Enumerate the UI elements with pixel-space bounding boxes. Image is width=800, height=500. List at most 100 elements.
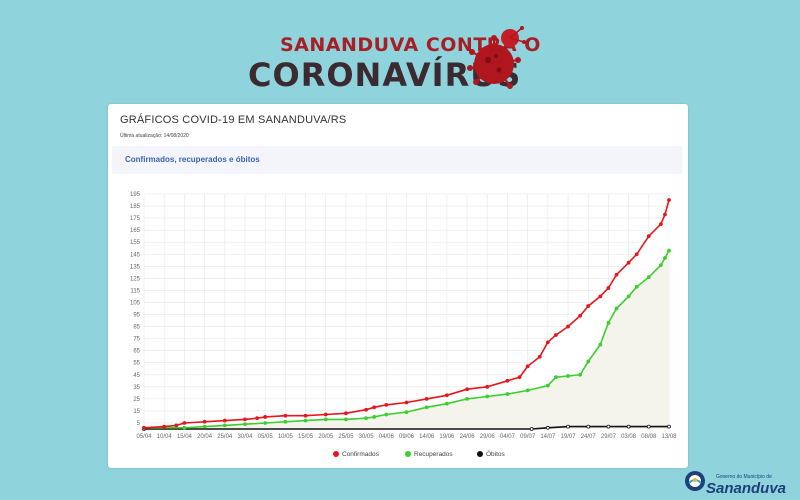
recuperados-point xyxy=(586,359,591,364)
confirmados-point xyxy=(263,415,268,419)
recuperados-point xyxy=(566,374,570,378)
recuperados-point xyxy=(444,401,449,406)
recuperados-point xyxy=(614,306,619,311)
y-tick-label: 85 xyxy=(133,325,140,331)
logo-name: Sananduva xyxy=(706,480,787,497)
y-tick-label: 25 xyxy=(133,397,140,403)
y-axis-ticks: 5 15 25 35 45 55 65 75 85 95 105 115 125 135 145 155 165… xyxy=(130,192,141,427)
recuperados-point xyxy=(505,392,510,396)
x-tick-label: 10/04 xyxy=(157,434,173,440)
legend-swatch xyxy=(333,451,339,457)
x-tick-label: 05/05 xyxy=(258,434,274,440)
confirmados-point xyxy=(222,418,227,423)
obitos-point xyxy=(545,425,550,430)
confirmados-point xyxy=(303,413,308,418)
confirmados-point xyxy=(255,416,259,421)
y-tick-label: 65 xyxy=(133,349,140,355)
logo-subtitle: Governo do Município de xyxy=(716,474,772,480)
confirmados-point xyxy=(606,286,611,290)
x-tick-label: 20/05 xyxy=(318,434,334,440)
confirmados-point xyxy=(485,384,490,389)
recuperados-point xyxy=(634,284,639,289)
y-tick-label: 165 xyxy=(130,228,141,234)
confirmados-point xyxy=(424,396,429,401)
x-tick-label: 29/07 xyxy=(601,434,617,440)
confirmados-point xyxy=(659,222,663,227)
recuperados-point xyxy=(545,383,550,388)
confirmados-point xyxy=(323,412,328,417)
recuperados-point xyxy=(202,424,207,429)
confirmados-point xyxy=(554,333,558,337)
confirmados-point xyxy=(634,252,639,257)
confirmados-point xyxy=(243,417,247,422)
x-tick-label: 10/05 xyxy=(278,434,294,440)
recuperados-point xyxy=(578,372,583,377)
recuperados-point xyxy=(606,321,611,325)
x-tick-label: 09/07 xyxy=(520,434,536,440)
recuperados-point xyxy=(424,405,429,410)
x-tick-label: 19/07 xyxy=(561,434,577,440)
x-tick-label: 09/06 xyxy=(399,434,415,440)
x-tick-label: 03/08 xyxy=(621,434,637,440)
recuperados-point xyxy=(323,417,328,422)
recuperados-point xyxy=(222,423,227,428)
legend-label: Recuperados xyxy=(414,451,453,458)
obitos-point xyxy=(529,427,534,431)
x-tick-label: 13/08 xyxy=(661,434,677,440)
banner-line1: SANANDUVA CONTRA O xyxy=(280,34,541,56)
confirmados-point xyxy=(537,354,542,359)
chart-subtitle: Confirmados, recuperados e óbitos xyxy=(125,155,260,164)
chart-area-fills xyxy=(144,200,669,429)
card-title: GRÁFICOS COVID-19 EM SANANDUVA/RS xyxy=(120,114,347,126)
x-tick-label: 08/08 xyxy=(641,434,657,440)
recuperados-point xyxy=(372,415,377,419)
y-tick-label: 135 xyxy=(130,264,141,270)
y-tick-label: 155 xyxy=(130,240,141,246)
y-tick-label: 105 xyxy=(130,300,141,306)
confirmados-point xyxy=(598,294,603,299)
recuperados-point xyxy=(364,416,369,421)
obitos-point xyxy=(626,424,631,429)
x-tick-label: 30/05 xyxy=(359,434,375,440)
obitos-point xyxy=(667,424,671,429)
confirmados-point xyxy=(465,387,469,392)
recuperados-point xyxy=(667,248,671,253)
last-updated-text: Última atualização: 14/08/2020 xyxy=(120,133,189,139)
confirmados-point xyxy=(444,393,449,398)
y-tick-label: 15 xyxy=(133,409,140,415)
confirmados-point xyxy=(344,411,348,416)
y-tick-label: 55 xyxy=(133,361,140,367)
chart-subtitle-bar: Confirmados, recuperados e óbitos xyxy=(112,146,682,174)
recuperados-point xyxy=(659,263,663,268)
recuperados-point xyxy=(646,275,651,280)
confirmados-point xyxy=(202,419,207,424)
line-chart: 5 15 25 35 45 55 65 75 85 95 105 115 125 135 145 155 165… xyxy=(130,192,677,458)
confirmados-point xyxy=(663,212,667,217)
x-tick-label: 14/06 xyxy=(419,434,435,440)
confirmados-point xyxy=(364,407,369,412)
confirmados-point xyxy=(182,421,187,425)
municipal-logo-icon xyxy=(685,471,705,491)
confirmados-point xyxy=(614,272,619,277)
recuperados-area xyxy=(144,250,669,429)
confirmados-point xyxy=(586,304,591,308)
y-tick-label: 95 xyxy=(133,313,140,319)
legend-label: Confirmados xyxy=(342,451,380,458)
confirmados-point xyxy=(384,402,389,407)
x-tick-label: 20/04 xyxy=(197,434,213,440)
recuperados-point xyxy=(554,375,558,380)
confirmados-point xyxy=(372,405,377,410)
x-tick-label: 29/06 xyxy=(480,434,496,440)
x-tick-label: 04/07 xyxy=(500,434,516,440)
confirmados-point xyxy=(142,425,146,430)
recuperados-point xyxy=(663,255,667,260)
confirmados-point xyxy=(162,424,167,429)
recuperados-point xyxy=(243,422,247,427)
y-tick-label: 115 xyxy=(130,288,140,294)
y-tick-label: 145 xyxy=(130,252,141,258)
y-tick-label: 125 xyxy=(130,276,141,282)
chart-legend: Confirmados Recuperados Óbitos xyxy=(333,449,506,458)
x-tick-label: 05/04 xyxy=(136,434,152,440)
confirmados-point xyxy=(667,198,671,202)
confirmados-area xyxy=(144,200,669,429)
